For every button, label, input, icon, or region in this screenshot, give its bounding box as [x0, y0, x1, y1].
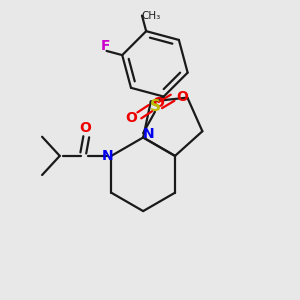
Text: O: O: [79, 121, 91, 135]
Text: O: O: [125, 111, 137, 125]
Text: S: S: [149, 99, 161, 114]
Text: O: O: [176, 90, 188, 104]
Text: N: N: [102, 149, 114, 163]
Text: O: O: [152, 96, 164, 110]
Text: CH₃: CH₃: [142, 11, 161, 20]
Text: F: F: [100, 39, 110, 52]
Text: N: N: [142, 127, 154, 141]
